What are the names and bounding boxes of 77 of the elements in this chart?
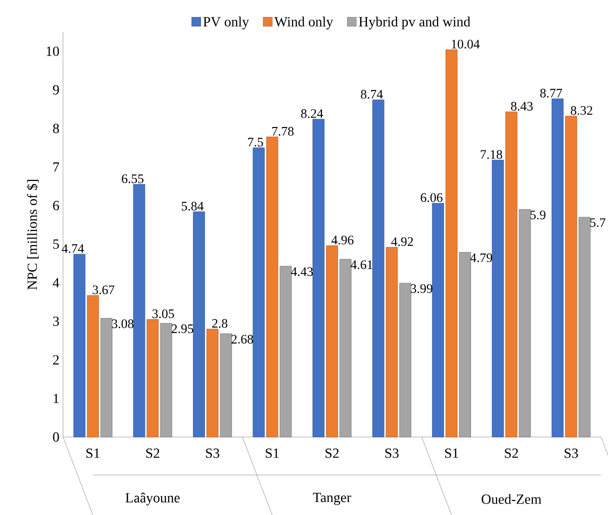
- data-label: 10.04: [452, 40, 480, 49]
- x-tick-label: S3: [385, 448, 399, 458]
- data-label: 5.7: [590, 218, 606, 228]
- legend-label: PV only: [203, 16, 249, 30]
- bar: [73, 254, 86, 438]
- data-label: 4.96: [331, 236, 354, 244]
- bar: [459, 252, 471, 438]
- data-label: 3.08: [112, 319, 134, 328]
- data-label: 5.84: [182, 202, 204, 211]
- legend-label: Wind only: [274, 16, 334, 30]
- bar: [312, 118, 324, 438]
- y-tick-label: 8: [53, 124, 59, 134]
- y-tick-label: 2: [53, 355, 59, 364]
- data-label: 3.67: [92, 285, 114, 294]
- bar: [492, 160, 504, 438]
- x-tick-label: S2: [504, 448, 518, 458]
- data-label: 7.18: [480, 150, 502, 159]
- data-label: 7.5: [248, 138, 264, 147]
- data-label: 8.77: [540, 88, 562, 98]
- y-tick-label: 0: [53, 432, 59, 442]
- bar: [518, 209, 531, 438]
- x-tick-label: S3: [564, 448, 578, 458]
- y-axis-title: NPC [millions of $]: [26, 180, 39, 290]
- bar: [86, 295, 99, 438]
- bar: [386, 247, 398, 438]
- x-tick-label: S1: [86, 448, 100, 458]
- data-label: 4.61: [350, 260, 372, 270]
- x-tick-label: S3: [206, 448, 220, 458]
- data-label: 2.68: [231, 334, 254, 344]
- bar: [399, 282, 412, 438]
- data-label: 8.43: [511, 102, 533, 111]
- bar: [552, 98, 564, 438]
- data-label: 4.92: [391, 237, 413, 246]
- bar: [280, 266, 292, 438]
- data-label: 6.55: [122, 174, 144, 184]
- bar: [160, 323, 172, 438]
- y-tick-label: 1: [54, 394, 59, 404]
- y-tick-label: 7: [53, 162, 60, 172]
- bar: [505, 112, 518, 438]
- bar: [220, 333, 232, 438]
- y-tick-label: 10: [46, 46, 59, 56]
- bar: [266, 136, 278, 438]
- y-tick-label: 6: [53, 200, 60, 210]
- x-tick-label: S2: [146, 448, 160, 458]
- bar: [146, 319, 159, 438]
- data-label: 3.05: [152, 309, 174, 318]
- data-label: 5.9: [530, 210, 546, 220]
- text: Laâyoune: [126, 492, 180, 506]
- data-label: 8.24: [301, 109, 324, 118]
- data-label: 4.74: [62, 244, 84, 253]
- bar: [565, 116, 578, 438]
- bar: [578, 216, 591, 438]
- data-label: 6.06: [420, 193, 442, 202]
- x-tick-label: S1: [266, 448, 279, 458]
- bar: [206, 328, 218, 438]
- data-label: 2.8: [212, 319, 228, 328]
- y-tick-label: 3: [53, 316, 59, 326]
- bar: [446, 50, 458, 438]
- bar: [432, 203, 444, 438]
- bar: [340, 258, 352, 438]
- legend-label: Hybrid pv and wind: [358, 16, 470, 30]
- y-tick-label: 9: [52, 85, 59, 95]
- x-tick-label: S2: [326, 448, 339, 458]
- text: Oued-Zem: [482, 494, 542, 504]
- bar: [372, 100, 384, 438]
- data-label: 8.74: [360, 90, 383, 99]
- data-label: 8.32: [570, 106, 592, 115]
- bar: [326, 245, 338, 438]
- text: Tanger: [312, 492, 352, 506]
- y-tick-label: 4: [52, 278, 60, 288]
- bar: [133, 184, 146, 438]
- data-label: 7.78: [272, 126, 294, 136]
- x-tick-label: S1: [445, 448, 458, 458]
- bar: [100, 318, 112, 438]
- bar: [193, 212, 205, 438]
- y-tick-label: 5: [53, 240, 59, 249]
- bar: [252, 148, 265, 438]
